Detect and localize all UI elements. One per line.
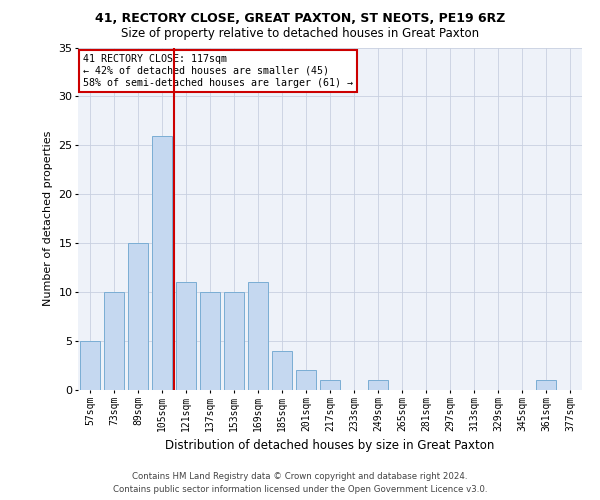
Bar [224, 292, 244, 390]
Bar [200, 292, 220, 390]
Y-axis label: Number of detached properties: Number of detached properties [43, 131, 53, 306]
Bar [368, 380, 388, 390]
Bar [176, 282, 196, 390]
Bar [80, 341, 100, 390]
Bar [536, 380, 556, 390]
Text: Size of property relative to detached houses in Great Paxton: Size of property relative to detached ho… [121, 28, 479, 40]
Bar [320, 380, 340, 390]
Text: 41 RECTORY CLOSE: 117sqm
← 42% of detached houses are smaller (45)
58% of semi-d: 41 RECTORY CLOSE: 117sqm ← 42% of detach… [83, 54, 353, 88]
Bar [248, 282, 268, 390]
Text: 41, RECTORY CLOSE, GREAT PAXTON, ST NEOTS, PE19 6RZ: 41, RECTORY CLOSE, GREAT PAXTON, ST NEOT… [95, 12, 505, 26]
X-axis label: Distribution of detached houses by size in Great Paxton: Distribution of detached houses by size … [166, 439, 494, 452]
Bar [272, 351, 292, 390]
Bar [128, 243, 148, 390]
Bar [104, 292, 124, 390]
Bar [296, 370, 316, 390]
Bar [152, 136, 172, 390]
Text: Contains HM Land Registry data © Crown copyright and database right 2024.
Contai: Contains HM Land Registry data © Crown c… [113, 472, 487, 494]
